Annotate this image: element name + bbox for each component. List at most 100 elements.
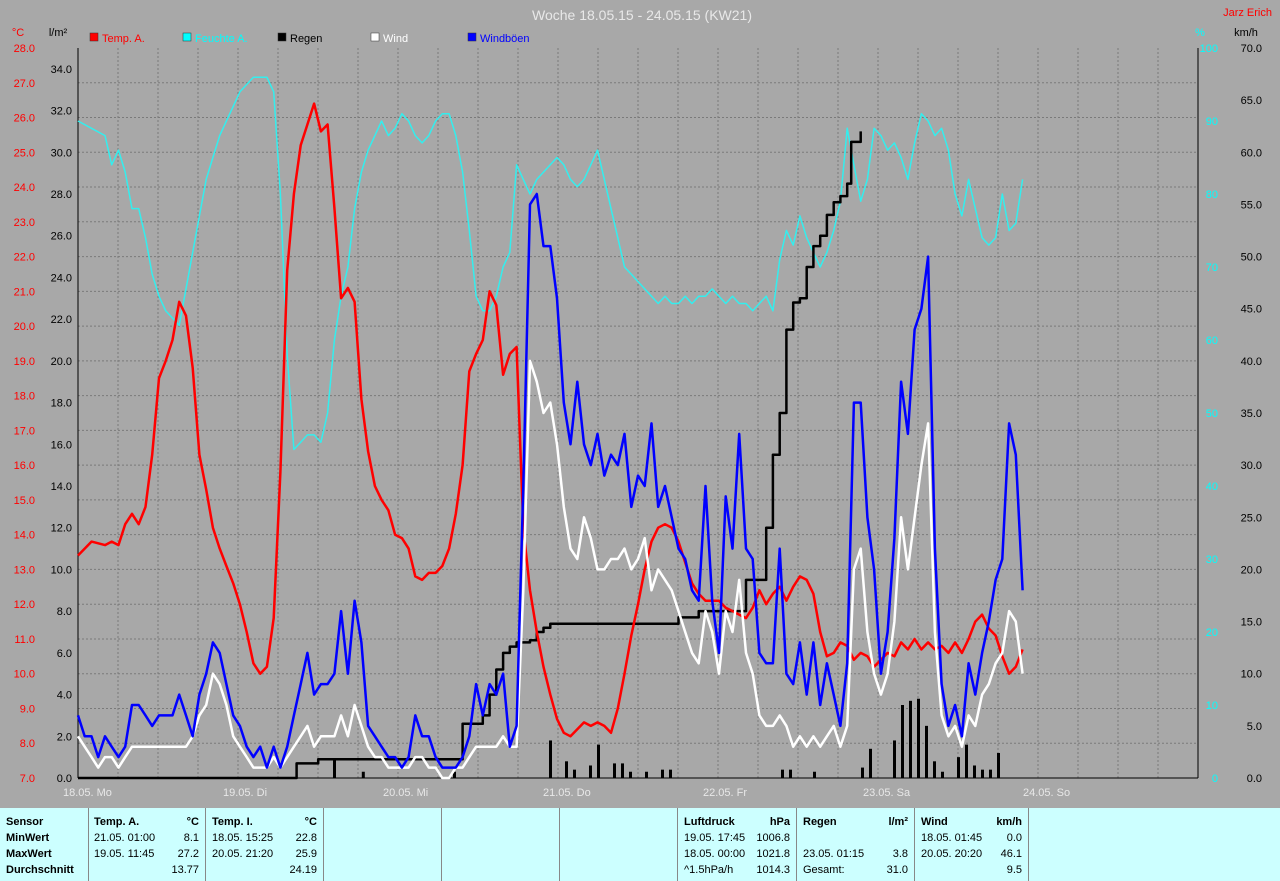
temp-i-max-time: 20.05. 21:20: [212, 848, 274, 860]
rain-bar: [981, 769, 984, 778]
rain-bar: [565, 761, 568, 778]
pressure-unit: hPa: [769, 816, 790, 828]
pressure-min: 1006.8: [756, 832, 790, 844]
chart-title: Woche 18.05.15 - 24.05.15 (KW21): [532, 7, 752, 23]
rain-bar: [957, 757, 960, 778]
humidity-unit-label: %: [1195, 27, 1205, 39]
temp-tick-label: 23.0: [14, 217, 35, 229]
rain-tick-label: 30.0: [51, 147, 72, 159]
legend-swatch: [277, 32, 287, 42]
row-label-min: MinWert: [6, 832, 50, 844]
series-line-wind: [76, 359, 1024, 780]
stats-temp-i: Temp. I. °C 18.05. 15:25 22.8 20.05. 21:…: [206, 808, 324, 881]
series-line-rain: [78, 131, 862, 780]
wind-tick-label: 35.0: [1241, 408, 1262, 420]
stats-temp-a: Temp. A. °C 21.05. 01:00 8.1 19.05. 11:4…: [89, 808, 206, 881]
wind-tick-label: 60.0: [1241, 147, 1262, 159]
wind-tick-label: 40.0: [1241, 356, 1262, 368]
rain-bar: [661, 769, 664, 778]
wind-unit-label: km/h: [1234, 27, 1258, 39]
wind-unit: km/h: [996, 816, 1022, 828]
rain-bar: [997, 752, 1000, 778]
humidity-tick-label: 90: [1206, 116, 1218, 128]
temp-tick-label: 21.0: [14, 286, 35, 298]
rain-bar: [573, 769, 576, 778]
pressure-header: Luftdruck: [684, 816, 735, 828]
wind-max-time: 20.05. 20:20: [921, 848, 983, 860]
rain-bar: [589, 765, 592, 778]
rain-bar: [453, 771, 456, 778]
rain-bar: [813, 771, 816, 778]
stats-rain: Regen l/m² 23.05. 01:15 3.8 Gesamt: 31.0: [797, 808, 915, 881]
rain-bar: [965, 744, 968, 778]
legend-swatch: [89, 32, 99, 42]
row-label-sensor: Sensor: [6, 816, 44, 828]
rain-total-label: Gesamt:: [803, 864, 845, 876]
rain-bars: [333, 698, 1000, 778]
humidity-tick-label: 100: [1200, 43, 1218, 55]
legend-swatch: [467, 32, 477, 42]
row-label-avg: Durchschnitt: [6, 864, 74, 876]
chart-author: Jarz Erich: [1223, 7, 1272, 19]
weather-chart: Woche 18.05.15 - 24.05.15 (KW21) Jarz Er…: [11, 7, 1272, 799]
series-line-humidity: [77, 76, 1024, 451]
temp-i-min-time: 18.05. 15:25: [212, 832, 274, 844]
pressure-max-time: 18.05. 00:00: [684, 848, 746, 860]
wind-tick-label: 30.0: [1241, 460, 1262, 472]
rain-tick-label: 6.0: [57, 648, 72, 660]
humidity-tick-label: 10: [1206, 700, 1218, 712]
temp-a-max-time: 19.05. 11:45: [94, 848, 155, 860]
rain-bar: [333, 759, 336, 778]
rain-tick-label: 10.0: [51, 564, 72, 576]
rain-bar: [893, 740, 896, 778]
temp-i-avg: 24.19: [289, 864, 317, 876]
legend-label: Temp. A.: [102, 33, 145, 45]
temp-tick-label: 13.0: [14, 564, 35, 576]
temp-a-max: 27.2: [177, 848, 199, 860]
temp-tick-label: 9.0: [20, 703, 35, 715]
temp-tick-label: 17.0: [14, 425, 35, 437]
temp-i-max: 25.9: [295, 848, 317, 860]
wind-tick-label: 20.0: [1241, 564, 1262, 576]
wind-tick-label: 0.0: [1247, 773, 1262, 785]
rain-bar: [613, 763, 616, 778]
rain-bar: [781, 769, 784, 778]
temp-tick-label: 18.0: [14, 391, 35, 403]
rain-bar: [789, 769, 792, 778]
x-tick-label: 20.05. Mi: [383, 787, 428, 799]
wind-header: Wind: [921, 816, 948, 828]
humidity-tick-label: 20: [1206, 627, 1218, 639]
rain-bar: [869, 748, 872, 778]
stats-empty-2: [442, 808, 560, 881]
rain-bar: [645, 771, 648, 778]
temp-a-unit: °C: [186, 816, 199, 828]
wind-tick-label: 25.0: [1241, 512, 1262, 524]
temp-tick-label: 10.0: [14, 669, 35, 681]
rain-tick-label: 34.0: [51, 64, 72, 76]
temp-tick-label: 22.0: [14, 252, 35, 264]
rain-total: 31.0: [886, 864, 908, 876]
temp-tick-label: 24.0: [14, 182, 35, 194]
humidity-tick-label: 30: [1206, 554, 1218, 566]
chart-legend: Temp. A. Feuchte A. Regen Wind Windböen: [89, 32, 530, 45]
rain-tick-label: 4.0: [57, 690, 72, 702]
rain-max-time: 23.05. 01:15: [803, 848, 865, 860]
series-lines: [76, 76, 1024, 780]
wind-tick-label: 55.0: [1241, 199, 1262, 211]
stats-pressure: Luftdruck hPa 19.05. 17:45 1006.8 18.05.…: [678, 808, 797, 881]
rain-unit-label: l/m²: [49, 27, 68, 39]
rain-tick-label: 2.0: [57, 731, 72, 743]
rain-bar: [933, 761, 936, 778]
temp-a-min-time: 21.05. 01:00: [94, 832, 156, 844]
temp-unit-label: °C: [12, 27, 24, 39]
wind-avg: 9.5: [1006, 864, 1022, 876]
wind-min-time: 18.05. 01:45: [921, 832, 983, 844]
humidity-tick-label: 60: [1206, 335, 1218, 347]
legend-label: Regen: [290, 33, 322, 45]
rain-tick-label: 28.0: [51, 189, 72, 201]
legend-swatch: [370, 32, 380, 42]
rain-tick-label: 20.0: [51, 356, 72, 368]
temp-tick-label: 19.0: [14, 356, 35, 368]
axis-ticks: 7.0 8.0 9.0 10.0 11.0 12.0 13.0 14.0 15.0 16.0 17.…: [12, 27, 1262, 799]
rain-bar: [901, 705, 904, 778]
